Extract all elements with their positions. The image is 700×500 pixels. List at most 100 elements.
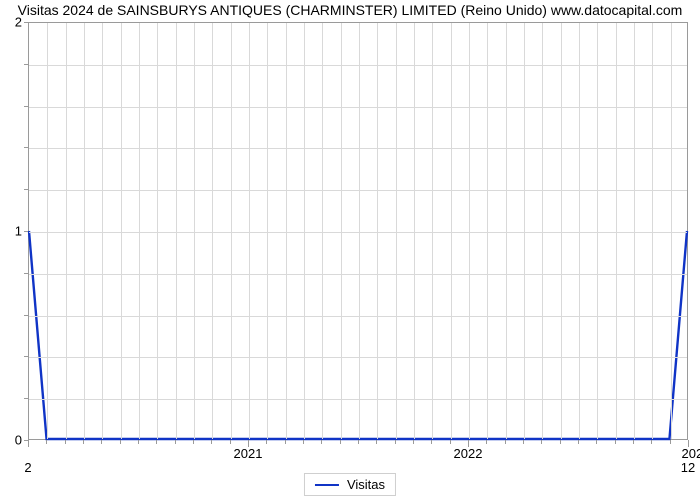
vgrid-line (286, 23, 287, 439)
x-tick (175, 440, 176, 444)
y-tick (24, 356, 28, 357)
x-tick (376, 440, 377, 444)
x-tick (340, 440, 341, 444)
vgrid-line (157, 23, 158, 439)
legend-label: Visitas (347, 477, 385, 492)
vgrid-line (121, 23, 122, 439)
vgrid-line (542, 23, 543, 439)
chart-title: Visitas 2024 de SAINSBURYS ANTIQUES (CHA… (0, 2, 700, 18)
y-tick-label: 0 (15, 433, 28, 448)
vgrid-line (451, 23, 452, 439)
x-tick (303, 440, 304, 444)
x-tick (156, 440, 157, 444)
vgrid-line (194, 23, 195, 439)
x-tick (450, 440, 451, 444)
x-tick (651, 440, 652, 444)
vgrid-line (671, 23, 672, 439)
vgrid-line (66, 23, 67, 439)
y-tick (24, 398, 28, 399)
vgrid-line (469, 23, 470, 439)
hgrid-line (29, 316, 687, 317)
x-tick (486, 440, 487, 444)
hgrid-line (29, 274, 687, 275)
vgrid-line (579, 23, 580, 439)
x-tick (230, 440, 231, 444)
plot-area (28, 22, 688, 440)
vgrid-line (432, 23, 433, 439)
legend: Visitas (304, 473, 396, 496)
vgrid-line (47, 23, 48, 439)
hgrid-line (29, 148, 687, 149)
x-tick (321, 440, 322, 444)
vgrid-line (634, 23, 635, 439)
x-tick-label: 202 (681, 440, 700, 461)
y-tick (24, 273, 28, 274)
y-tick (24, 147, 28, 148)
x-tick (28, 440, 29, 447)
vgrid-line (359, 23, 360, 439)
x-tick (266, 440, 267, 444)
x-tick (211, 440, 212, 444)
vgrid-line (524, 23, 525, 439)
vgrid-line (597, 23, 598, 439)
x-tick (505, 440, 506, 444)
hgrid-line (29, 65, 687, 66)
vgrid-line (212, 23, 213, 439)
x-tick (670, 440, 671, 444)
vgrid-line (304, 23, 305, 439)
x-tick (578, 440, 579, 444)
x-tick (395, 440, 396, 444)
hgrid-line (29, 190, 687, 191)
vgrid-line (506, 23, 507, 439)
vgrid-line (341, 23, 342, 439)
x-tick (65, 440, 66, 444)
x-tick (596, 440, 597, 444)
vgrid-line (652, 23, 653, 439)
x-tick-label: 2021 (234, 440, 263, 461)
y-tick-label: 2 (15, 15, 28, 30)
vgrid-line (176, 23, 177, 439)
x-tick (541, 440, 542, 444)
y-tick (24, 106, 28, 107)
vgrid-line (139, 23, 140, 439)
vgrid-line (249, 23, 250, 439)
vgrid-line (616, 23, 617, 439)
y-tick (24, 315, 28, 316)
x-tick (83, 440, 84, 444)
hgrid-line (29, 357, 687, 358)
x-tick (615, 440, 616, 444)
vgrid-line (377, 23, 378, 439)
x-tick (358, 440, 359, 444)
vgrid-line (231, 23, 232, 439)
x-tick (46, 440, 47, 444)
vgrid-line (414, 23, 415, 439)
vgrid-line (267, 23, 268, 439)
x-tick (560, 440, 561, 444)
x-tick (101, 440, 102, 444)
vgrid-line (396, 23, 397, 439)
y-tick-label: 1 (15, 224, 28, 239)
x-tick (633, 440, 634, 444)
hgrid-line (29, 232, 687, 233)
hgrid-line (29, 399, 687, 400)
vgrid-line (84, 23, 85, 439)
x-tick (193, 440, 194, 444)
x-tick (138, 440, 139, 444)
x-tick (523, 440, 524, 444)
x-tick (431, 440, 432, 444)
line-series-layer (29, 23, 687, 439)
vgrid-line (561, 23, 562, 439)
y-tick (24, 189, 28, 190)
series-visitas (29, 231, 687, 439)
x-tick-label: 2022 (454, 440, 483, 461)
x-tick (285, 440, 286, 444)
vgrid-line (322, 23, 323, 439)
hgrid-line (29, 107, 687, 108)
vgrid-line (102, 23, 103, 439)
x-tick (413, 440, 414, 444)
x-tick (120, 440, 121, 444)
y-tick (24, 64, 28, 65)
legend-swatch (315, 484, 339, 486)
vgrid-line (487, 23, 488, 439)
plot-region: 2 12 01220212022202 (28, 22, 688, 440)
